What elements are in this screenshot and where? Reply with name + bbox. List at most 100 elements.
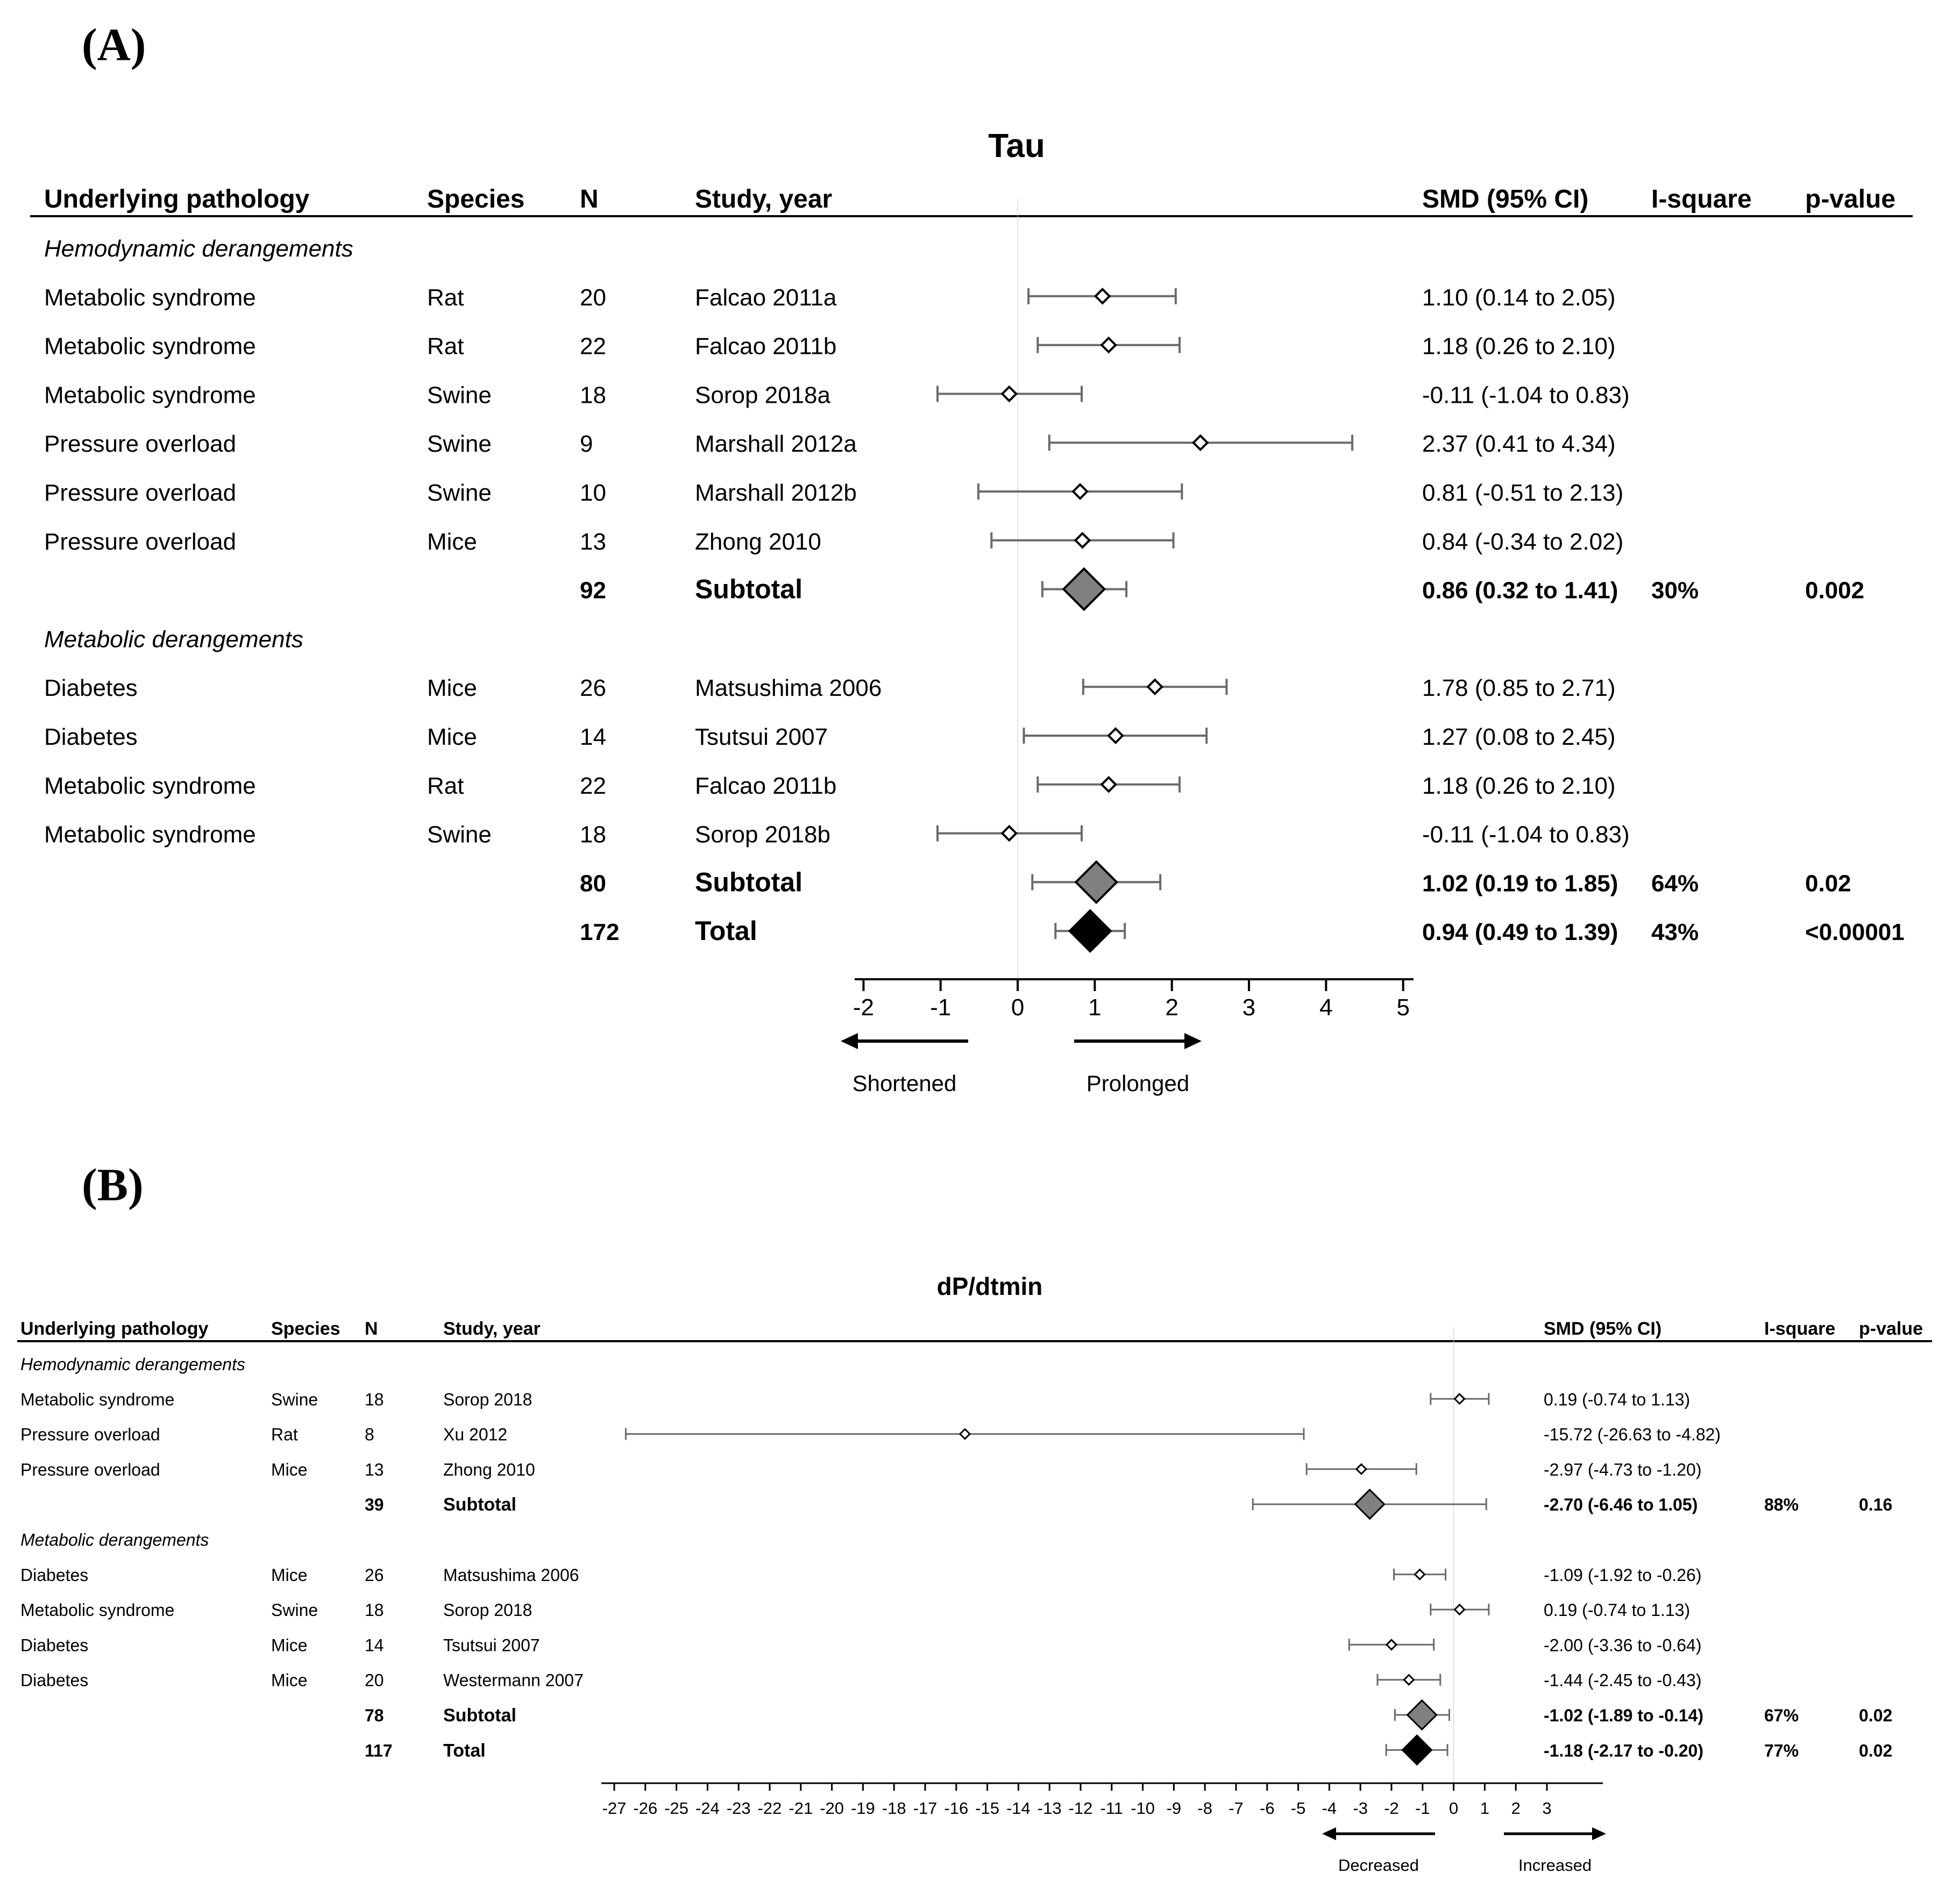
total-p-value: <0.00001 xyxy=(1805,919,1905,945)
x-axis-tick-label: -20 xyxy=(820,1799,844,1818)
total-smd-ci: 0.94 (0.49 to 1.39) xyxy=(1422,919,1618,945)
x-axis-tick-label: -2 xyxy=(1384,1799,1399,1818)
header-n: N xyxy=(580,185,599,213)
study-species: Mice xyxy=(427,675,477,701)
subtotal-smd-ci: 1.02 (0.19 to 1.85) xyxy=(1422,870,1618,896)
study-point-estimate xyxy=(1385,1639,1398,1651)
study-species: Swine xyxy=(427,480,492,506)
subtotal-i-square: 67% xyxy=(1764,1706,1799,1725)
study-species: Swine xyxy=(271,1600,318,1620)
study-n: 22 xyxy=(580,333,606,360)
x-axis-tick-label: -1 xyxy=(930,994,951,1021)
study-pathology: Pressure overload xyxy=(20,1460,160,1479)
study-species: Swine xyxy=(427,431,492,457)
study-smd-ci: 0.19 (-0.74 to 1.13) xyxy=(1544,1600,1690,1620)
study-point-estimate xyxy=(1074,531,1091,549)
panel-a-label: (A) xyxy=(82,19,146,70)
study-name: Westermann 2007 xyxy=(443,1671,584,1690)
study-point-estimate xyxy=(1403,1674,1415,1686)
header-n: N xyxy=(365,1319,378,1339)
x-axis-tick-label: -25 xyxy=(664,1799,688,1818)
study-species: Rat xyxy=(427,773,464,799)
study-n: 14 xyxy=(580,724,606,750)
group-heading: Hemodynamic derangements xyxy=(44,236,353,262)
x-axis-tick-label: -11 xyxy=(1100,1799,1124,1818)
study-n: 20 xyxy=(365,1671,384,1690)
study-name: Marshall 2012b xyxy=(695,480,857,506)
study-name: Matsushima 2006 xyxy=(443,1565,579,1585)
chart-title: Tau xyxy=(988,127,1045,165)
study-pathology: Pressure overload xyxy=(44,480,236,506)
study-n: 20 xyxy=(580,284,606,311)
study-pathology: Metabolic syndrome xyxy=(44,333,256,360)
study-pathology: Pressure overload xyxy=(44,529,236,555)
study-species: Mice xyxy=(427,724,477,750)
x-axis-tick-label: -9 xyxy=(1167,1799,1182,1818)
study-smd-ci: 1.18 (0.26 to 2.10) xyxy=(1422,333,1616,360)
x-axis-tick-label: 1 xyxy=(1480,1799,1489,1818)
left-direction-arrowhead xyxy=(841,1033,858,1049)
right-direction-label: Prolonged xyxy=(1086,1071,1189,1096)
study-pathology: Pressure overload xyxy=(44,431,236,457)
study-n: 14 xyxy=(365,1635,384,1655)
total-i-square: 43% xyxy=(1651,919,1699,945)
subtotal-n: 92 xyxy=(580,578,606,604)
study-name: Sorop 2018 xyxy=(443,1390,532,1409)
x-axis-tick-label: -19 xyxy=(851,1799,875,1818)
x-axis-tick-label: -7 xyxy=(1228,1799,1244,1818)
study-point-estimate xyxy=(1107,727,1124,744)
left-direction-label: Shortened xyxy=(853,1071,957,1096)
subtotal-n: 78 xyxy=(365,1706,384,1725)
study-smd-ci: -2.97 (-4.73 to -1.20) xyxy=(1544,1460,1701,1479)
header-i-square: I-square xyxy=(1651,185,1752,213)
study-name: Matsushima 2006 xyxy=(695,675,882,701)
x-axis-tick-label: 0 xyxy=(1011,994,1024,1021)
subtotal-n: 39 xyxy=(365,1495,384,1514)
study-pathology: Pressure overload xyxy=(20,1425,160,1444)
study-species: Mice xyxy=(271,1460,308,1479)
study-smd-ci: -15.72 (-26.63 to -4.82) xyxy=(1544,1425,1721,1444)
subtotal-smd-ci: -2.70 (-6.46 to 1.05) xyxy=(1544,1495,1698,1514)
total-i-square: 77% xyxy=(1764,1741,1799,1760)
x-axis-tick-label: -22 xyxy=(758,1799,782,1818)
header-i-square: I-square xyxy=(1764,1319,1835,1339)
study-n: 26 xyxy=(365,1565,384,1585)
x-axis-tick-label: -16 xyxy=(944,1799,968,1818)
study-smd-ci: 0.81 (-0.51 to 2.13) xyxy=(1422,480,1623,506)
header-species: Species xyxy=(271,1319,340,1339)
x-axis-tick-label: -17 xyxy=(913,1799,938,1818)
x-axis-tick-label: -14 xyxy=(1006,1799,1031,1818)
header-species: Species xyxy=(427,185,524,213)
right-direction-arrowhead xyxy=(1592,1827,1606,1840)
subtotal-p-value: 0.02 xyxy=(1859,1706,1892,1725)
study-pathology: Diabetes xyxy=(44,675,138,701)
x-axis-tick-label: 0 xyxy=(1449,1799,1458,1818)
x-axis-tick-label: -26 xyxy=(633,1799,657,1818)
study-point-estimate xyxy=(1355,1463,1368,1476)
left-direction-label: Decreased xyxy=(1338,1856,1419,1875)
group-heading: Hemodynamic derangements xyxy=(20,1355,245,1374)
study-n: 13 xyxy=(365,1460,384,1479)
total-p-value: 0.02 xyxy=(1859,1741,1892,1760)
study-point-estimate xyxy=(1100,775,1118,793)
study-pathology: Metabolic syndrome xyxy=(44,773,256,799)
subtotal-diamond xyxy=(1354,1489,1386,1520)
study-n: 10 xyxy=(580,480,606,506)
x-axis-tick-label: -12 xyxy=(1069,1799,1093,1818)
subtotal-diamond xyxy=(1406,1699,1438,1731)
study-species: Mice xyxy=(271,1671,308,1690)
x-axis-tick-label: -10 xyxy=(1131,1799,1155,1818)
study-pathology: Metabolic syndrome xyxy=(44,822,256,848)
study-pathology: Diabetes xyxy=(44,724,138,750)
x-axis-tick-label: 3 xyxy=(1242,994,1255,1021)
study-name: Zhong 2010 xyxy=(443,1460,535,1479)
x-axis-tick-label: -21 xyxy=(789,1799,813,1818)
study-name: Tsutsui 2007 xyxy=(695,724,828,750)
x-axis-tick-label: -27 xyxy=(602,1799,627,1818)
subtotal-i-square: 64% xyxy=(1651,870,1699,896)
study-smd-ci: 2.37 (0.41 to 4.34) xyxy=(1422,431,1616,457)
study-species: Rat xyxy=(271,1425,298,1444)
right-direction-arrowhead xyxy=(1184,1033,1202,1049)
study-n: 9 xyxy=(580,431,593,457)
study-species: Swine xyxy=(271,1390,318,1409)
